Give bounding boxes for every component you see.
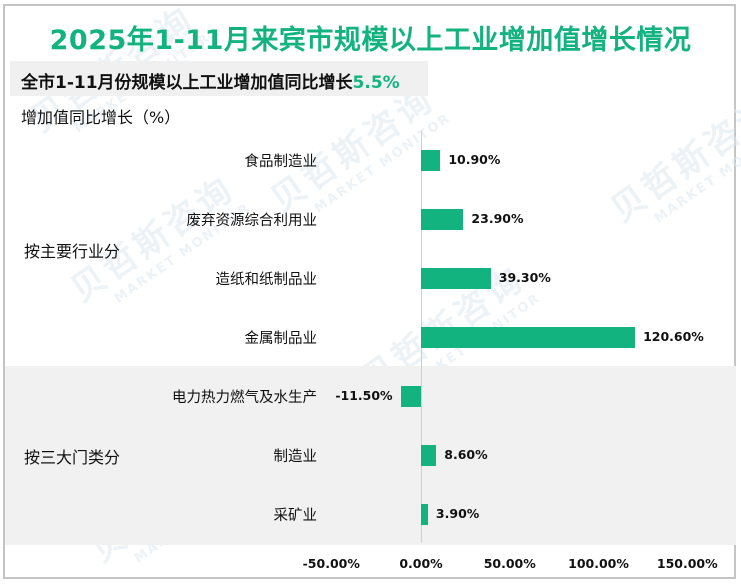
- bar: [421, 444, 437, 466]
- x-tick-label: 50.00%: [483, 556, 536, 571]
- bar-value-label: 3.90%: [435, 506, 480, 521]
- category-label: 造纸和纸制品业: [215, 272, 318, 288]
- bar-value-label: 10.90%: [448, 152, 501, 167]
- category-label: 废弃资源综合利用业: [186, 213, 318, 229]
- bar-value-label: 23.90%: [471, 211, 524, 226]
- x-tick-label: -50.00%: [302, 556, 360, 571]
- bar: [421, 326, 636, 348]
- group-band: [5, 365, 736, 545]
- group-label: 按三大门类分: [24, 448, 121, 467]
- bar-value-label: -11.50%: [335, 388, 393, 403]
- bar-value-label: 39.30%: [498, 270, 551, 285]
- x-tick-label: 150.00%: [656, 556, 718, 571]
- bar: [421, 503, 428, 525]
- category-label: 食品制造业: [244, 154, 318, 170]
- chart-title: 2025年1-11月来宾市规模以上工业增加值增长情况: [49, 25, 692, 56]
- chart-subtitle: 全市1-11月份规模以上工业增加值同比增长5.5%: [21, 68, 400, 93]
- bar: [421, 208, 464, 230]
- subtitle-highlight-value: 5.5%: [352, 73, 400, 93]
- bar: [421, 267, 491, 289]
- bar: [421, 149, 441, 171]
- subtitle-text: 全市1-11月份规模以上工业增加值同比增长: [21, 73, 353, 93]
- bar: [400, 385, 421, 407]
- subtitle-box: [10, 61, 428, 96]
- bar-value-label: 8.60%: [444, 447, 488, 462]
- x-tick-label: 100.00%: [568, 556, 629, 571]
- y-axis-title: 增加值同比增长（%）: [21, 108, 181, 127]
- category-label: 电力热力燃气及水生产: [172, 390, 317, 406]
- category-label: 制造业: [273, 449, 318, 465]
- category-label: 金属制品业: [244, 331, 318, 347]
- bar-value-label: 120.60%: [643, 329, 704, 344]
- x-tick-label: 0.00%: [399, 556, 443, 571]
- category-label: 采矿业: [273, 508, 318, 524]
- group-label: 按主要行业分: [24, 241, 121, 261]
